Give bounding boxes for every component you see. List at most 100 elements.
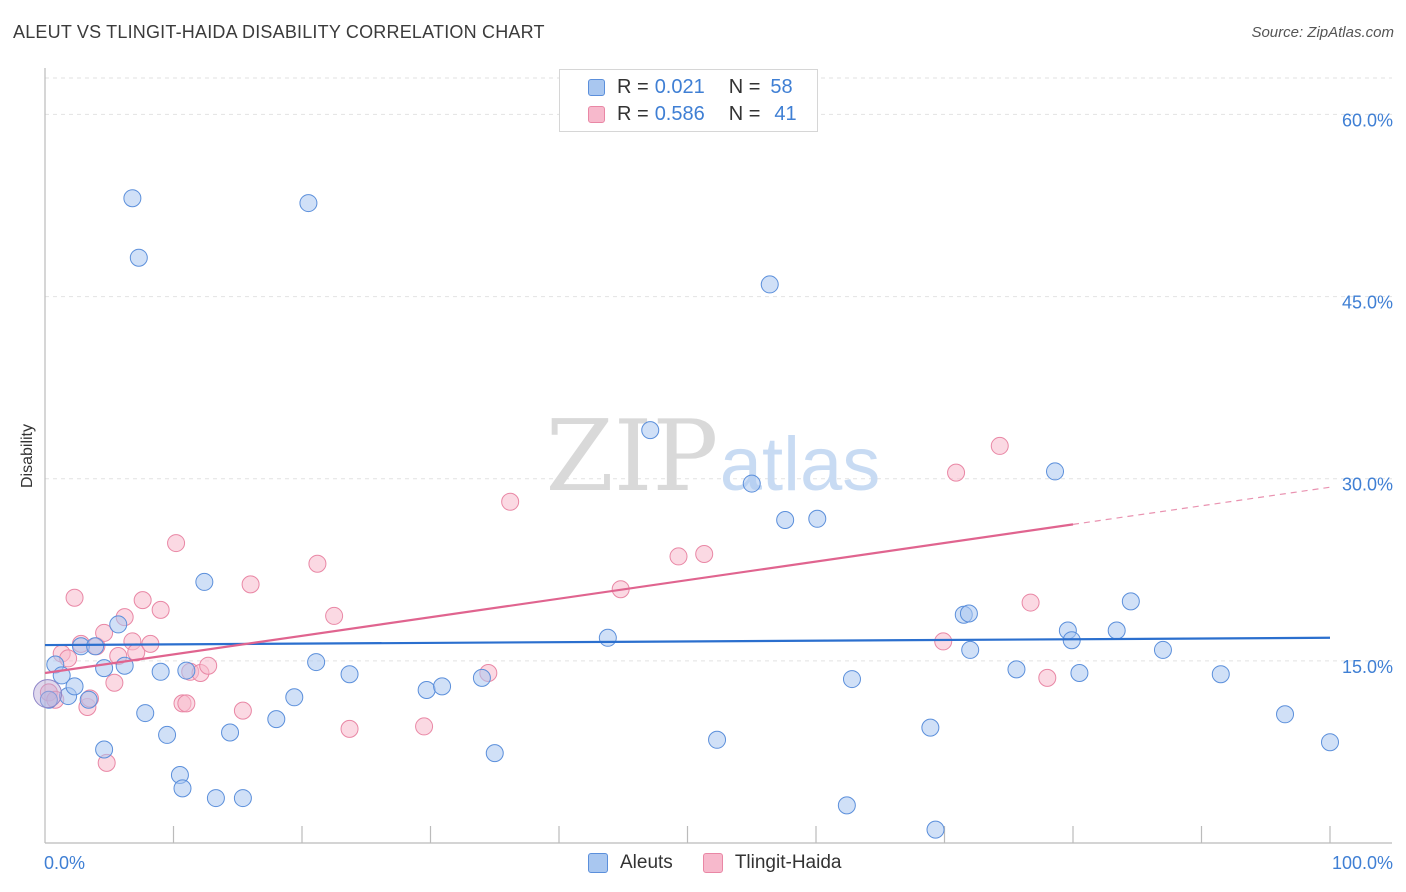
legend-n-value: 41 bbox=[774, 103, 797, 125]
tlingit-haida-swatch bbox=[702, 853, 723, 873]
aleut-point bbox=[86, 637, 105, 656]
aleut-point bbox=[1153, 640, 1172, 659]
trend-lines bbox=[44, 486, 1331, 675]
aleut-point bbox=[195, 572, 214, 591]
watermark-zip: ZIP bbox=[546, 400, 719, 514]
correlation-legend: R = 0.021 N = 58 R = 0.586 N = 41 bbox=[559, 69, 818, 132]
aleut-point bbox=[109, 615, 128, 634]
aleut-point bbox=[151, 662, 170, 681]
aleut-point bbox=[206, 789, 225, 808]
tlingit-haida-point bbox=[934, 632, 953, 651]
aleut-point bbox=[776, 511, 795, 529]
trend-line-tlingit-haida-point bbox=[44, 523, 1074, 675]
aleut-point bbox=[39, 690, 58, 709]
legend-n-label: N = bbox=[728, 76, 761, 98]
tlingit-haida-point bbox=[669, 547, 688, 566]
aleut-point bbox=[1211, 665, 1230, 684]
aleuts-label: Aleuts bbox=[620, 852, 673, 873]
legend-r-value: 0.021 bbox=[654, 76, 705, 98]
aleut-point bbox=[340, 665, 359, 684]
tlingit-haida-point bbox=[501, 492, 520, 511]
aleut-point bbox=[129, 248, 148, 267]
tlingit-haida-point bbox=[1021, 593, 1040, 612]
tlingit-haida-point bbox=[947, 463, 966, 482]
aleut-point bbox=[472, 668, 491, 687]
aleut-point bbox=[95, 740, 114, 759]
series-legend: Aleuts Tlingit-Haida bbox=[588, 852, 871, 874]
watermark-atlas: atlas bbox=[720, 422, 881, 507]
aleut-point bbox=[95, 659, 114, 678]
tlingit-haida-point bbox=[177, 694, 196, 713]
trend-line-aleut-point bbox=[44, 636, 1331, 647]
aleut-point bbox=[842, 670, 861, 689]
y-tick-label: 60.0% bbox=[1342, 110, 1393, 130]
aleut-point bbox=[233, 789, 252, 808]
aleut-point bbox=[417, 681, 436, 699]
aleut-point bbox=[641, 421, 660, 440]
tlingit-haida-point bbox=[105, 673, 124, 692]
y-tick-label: 45.0% bbox=[1342, 293, 1393, 313]
aleut-point bbox=[1276, 705, 1295, 724]
y-tick-label: 30.0% bbox=[1342, 475, 1393, 495]
tlingit-haida-label: Tlingit-Haida bbox=[734, 852, 842, 873]
watermark: ZIP atlas bbox=[546, 400, 881, 514]
aleut-point bbox=[961, 640, 980, 659]
aleut-swatch bbox=[588, 79, 605, 96]
tlingit-haida-point bbox=[151, 600, 170, 619]
tlingit-haida-point bbox=[241, 575, 260, 594]
aleut-point bbox=[65, 677, 84, 696]
aleut-point bbox=[760, 275, 779, 294]
tick-labels: 15.0% 30.0% 45.0% 60.0% 0.0% 100.0% bbox=[44, 110, 1393, 873]
aleut-point bbox=[926, 820, 945, 839]
aleut-point bbox=[808, 509, 827, 528]
aleut-point bbox=[158, 725, 177, 744]
tlingit-haida-point bbox=[695, 545, 714, 563]
tlingit-haida-point bbox=[325, 606, 344, 625]
aleut-point bbox=[433, 677, 452, 696]
aleut-point bbox=[221, 723, 240, 742]
aleut-point bbox=[742, 474, 761, 493]
aleut-point bbox=[1046, 462, 1065, 481]
tlingit-haida-point bbox=[65, 588, 84, 607]
legend-row-tlingit: R = 0.586 N = 41 bbox=[588, 103, 797, 126]
legend-n-value: 58 bbox=[770, 76, 793, 98]
source-note: Source: ZipAtlas.com bbox=[1251, 24, 1394, 41]
aleut-point bbox=[485, 744, 504, 763]
legend-r-label: R = bbox=[617, 76, 649, 98]
aleut-point bbox=[837, 796, 856, 815]
legend-item-aleuts: Aleuts bbox=[588, 852, 673, 874]
aleut-point bbox=[267, 710, 286, 729]
tlingit-haida-point bbox=[95, 623, 114, 642]
x-tick-label: 100.0% bbox=[1332, 853, 1393, 873]
tlingit-haida-point bbox=[233, 701, 252, 720]
gridlines bbox=[45, 77, 1392, 662]
tlingit-haida-point bbox=[415, 717, 434, 736]
aleut-point bbox=[299, 194, 318, 213]
x-tick-label: 0.0% bbox=[44, 853, 85, 873]
aleut-point bbox=[307, 653, 326, 672]
chart-title: ALEUT VS TLINGIT-HAIDA DISABILITY CORREL… bbox=[13, 22, 545, 42]
aleut-point bbox=[1070, 664, 1089, 682]
aleuts-swatch bbox=[588, 853, 608, 873]
legend-n-label: N = bbox=[728, 103, 761, 125]
aleut-point bbox=[285, 688, 304, 707]
tlingit-haida-point bbox=[199, 656, 218, 675]
axes bbox=[44, 68, 1392, 844]
tlingit-haida-point bbox=[133, 591, 152, 610]
aleut-point bbox=[1321, 733, 1339, 752]
tlingit-swatch bbox=[588, 106, 605, 123]
aleut-point bbox=[173, 779, 192, 798]
y-tick-label: 15.0% bbox=[1342, 657, 1393, 677]
aleut-point bbox=[1007, 660, 1026, 679]
aleut-point bbox=[136, 704, 155, 723]
tlingit-haida-point bbox=[167, 534, 186, 553]
aleut-point bbox=[123, 189, 142, 208]
legend-r-value: 0.586 bbox=[654, 103, 705, 125]
tlingit-haida-point bbox=[340, 719, 359, 738]
trend-line-dashed-tlingit-haida-point bbox=[1072, 486, 1331, 525]
aleut-points bbox=[33, 189, 1339, 839]
legend-item-tlingit-haida: Tlingit-Haida bbox=[702, 852, 842, 874]
tlingit-haida-point bbox=[308, 554, 327, 573]
aleut-point bbox=[33, 679, 63, 709]
